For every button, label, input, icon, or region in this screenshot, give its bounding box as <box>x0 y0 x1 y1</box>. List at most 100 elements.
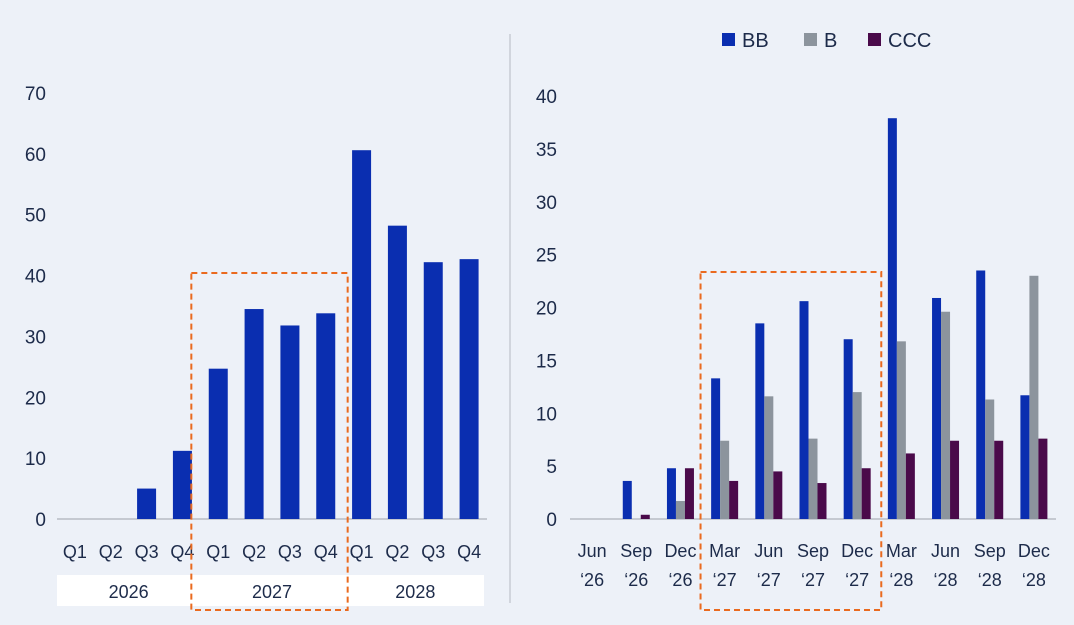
legend-swatch-ccc <box>868 33 881 46</box>
y-tick-label: 20 <box>25 388 46 409</box>
bar-bb <box>976 270 986 519</box>
y-tick-label: 40 <box>25 267 46 288</box>
x-tick-label-month: Dec <box>664 541 696 561</box>
bar-bb <box>711 378 721 519</box>
x-tick-label-month: Dec <box>1018 541 1050 561</box>
x-tick-label-year: ‘26 <box>624 570 648 590</box>
bar <box>208 368 228 519</box>
bar-b <box>764 396 774 519</box>
y-tick-label: 0 <box>546 510 557 531</box>
bar <box>316 313 336 519</box>
legend-label-bb: BB <box>742 30 769 52</box>
x-tick-label: Q2 <box>385 542 409 562</box>
bar-b <box>808 438 818 519</box>
bar-bb <box>843 339 853 519</box>
x-tick-label-year: ‘26 <box>580 570 604 590</box>
x-tick-label-year: ‘27 <box>713 570 737 590</box>
y-tick-label: 60 <box>25 145 46 166</box>
legend-swatch-b <box>804 33 817 46</box>
bar <box>387 225 407 519</box>
x-tick-label-month: Sep <box>620 541 652 561</box>
bar-b <box>941 311 951 519</box>
x-tick-label: Q2 <box>242 542 266 562</box>
x-tick-label: Q1 <box>206 542 230 562</box>
x-tick-label-month: Sep <box>974 541 1006 561</box>
bar-bb <box>887 118 897 520</box>
x-tick-label: Q1 <box>63 542 87 562</box>
x-tick-label-month: Mar <box>886 541 917 561</box>
x-tick-label-year: ‘27 <box>845 570 869 590</box>
bar <box>352 150 372 519</box>
bar-ccc <box>994 440 1004 519</box>
y-tick-label: 10 <box>25 449 46 470</box>
bar-b <box>852 392 862 519</box>
year-label: 2026 <box>109 582 149 602</box>
legend: BB B CCC <box>722 30 931 52</box>
year-label: 2028 <box>395 582 435 602</box>
bar-bb <box>755 323 765 519</box>
bar <box>137 488 157 519</box>
bar-bb <box>932 297 942 519</box>
y-tick-label: 30 <box>25 327 46 348</box>
bar-ccc <box>861 468 871 519</box>
bar <box>423 262 443 519</box>
x-tick-label: Q3 <box>421 542 445 562</box>
bar-ccc <box>773 471 783 519</box>
y-tick-label: 50 <box>25 206 46 227</box>
x-tick-label-year: ‘27 <box>757 570 781 590</box>
left-chart: 0 10 20 30 40 50 60 70 Q1 Q2 Q3 Q4 Q1 Q2 Q3 Q4 Q1 Q2 Q3 Q4 2… <box>25 84 487 611</box>
x-tick-label-year: ‘28 <box>934 570 958 590</box>
bar-b <box>1029 275 1039 519</box>
x-tick-label: Q3 <box>278 542 302 562</box>
y-tick-label: 25 <box>536 246 557 267</box>
x-tick-label-month: Mar <box>709 541 740 561</box>
bar-b <box>675 501 685 519</box>
bar-ccc <box>684 468 694 519</box>
x-tick-label: Q4 <box>170 542 194 562</box>
right-chart: 0 5 10 15 20 25 30 35 40 Jun ‘26 Sep ‘26 Dec ‘26 Mar ‘27… <box>536 87 1056 611</box>
bar-bb <box>622 480 632 519</box>
legend-label-ccc: CCC <box>888 30 931 52</box>
bar-ccc <box>905 453 915 519</box>
x-tick-label-month: Jun <box>931 541 960 561</box>
bar-ccc <box>817 483 827 519</box>
x-tick-label-month: Jun <box>578 541 607 561</box>
bar <box>244 309 264 519</box>
bar-ccc <box>640 514 650 519</box>
x-tick-label: Q4 <box>457 542 481 562</box>
bar <box>280 325 300 519</box>
bar-b <box>720 440 730 519</box>
y-tick-label: 30 <box>536 193 557 214</box>
bar-bb <box>666 468 676 519</box>
y-tick-label: 20 <box>536 299 557 320</box>
bar-ccc <box>729 480 739 519</box>
bar-ccc <box>1038 438 1048 519</box>
bar-b <box>896 341 906 519</box>
x-tick-label-year: ‘28 <box>889 570 913 590</box>
x-tick-label-year: ‘26 <box>668 570 692 590</box>
x-tick-label-month: Jun <box>754 541 783 561</box>
bar-ccc <box>950 440 960 519</box>
x-tick-label-month: Dec <box>841 541 873 561</box>
x-tick-label-year: ‘28 <box>1022 570 1046 590</box>
bar <box>459 259 479 519</box>
y-tick-label: 35 <box>536 140 557 161</box>
y-tick-label: 70 <box>25 84 46 105</box>
y-tick-label: 40 <box>536 87 557 108</box>
x-tick-label-year: ‘28 <box>978 570 1002 590</box>
x-tick-label: Q4 <box>314 542 338 562</box>
y-tick-label: 10 <box>536 404 557 425</box>
highlight-box-2027 <box>190 272 349 611</box>
legend-swatch-bb <box>722 33 735 46</box>
bar <box>172 450 192 519</box>
year-band <box>57 575 484 606</box>
x-tick-label: Q3 <box>135 542 159 562</box>
highlight-box-2027 <box>699 271 883 611</box>
bar-bb <box>1020 395 1030 519</box>
x-tick-label: Q2 <box>99 542 123 562</box>
year-label: 2027 <box>252 582 292 602</box>
bar-bb <box>799 301 809 519</box>
legend-label-b: B <box>824 30 837 52</box>
x-tick-label: Q1 <box>350 542 374 562</box>
